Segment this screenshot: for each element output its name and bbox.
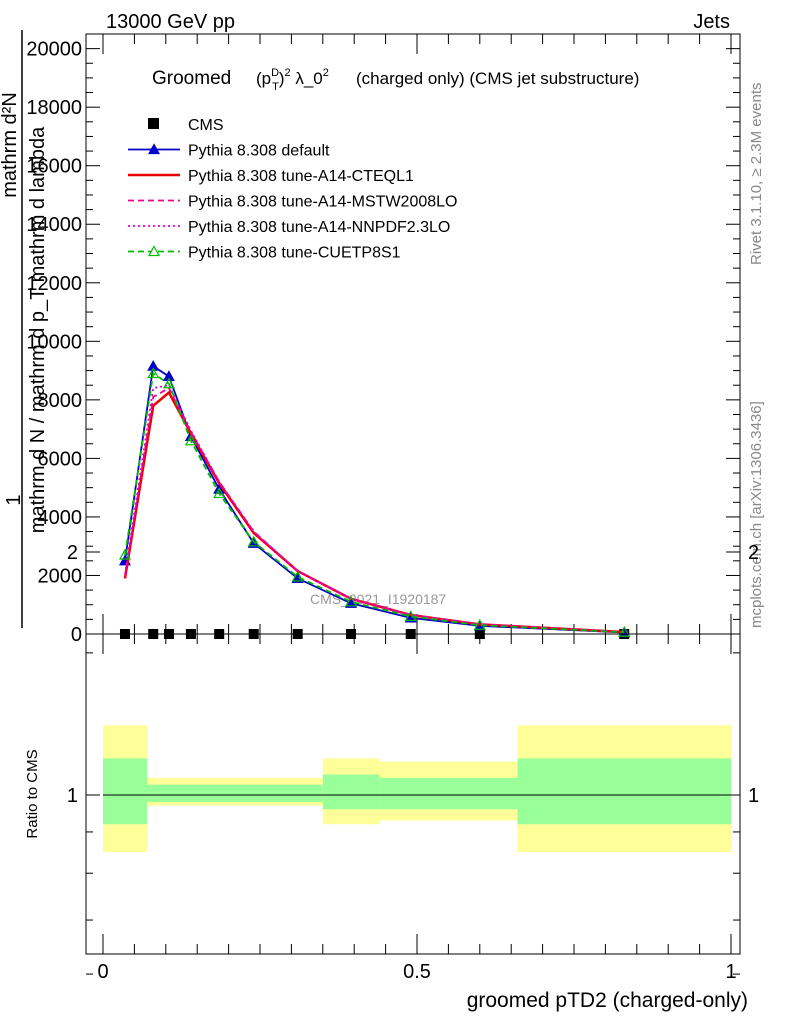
legend-marker (147, 245, 161, 257)
series-marker (162, 377, 175, 389)
ylabel-top: mathrm d²N (0, 92, 21, 198)
series-3 (124, 386, 625, 633)
ratio-x-ticks: 0 0.5 1 (97, 634, 737, 983)
ratio-y-tick-label: 1 (67, 785, 78, 807)
ratio-y-tick-label: 2 (67, 542, 78, 564)
ratio-y-ticks: 0.50.51122 (67, 542, 759, 975)
main-y-ticks: 0 2000 4000 6000 8000 10000 12000 14000 16000 180… (26, 39, 740, 646)
ratio-y-tick-label-right: 1 (748, 785, 759, 807)
legend-marker (148, 118, 159, 129)
legend-label: Pythia 8.308 tune-CUETP8S1 (188, 245, 401, 262)
series-marker (118, 548, 131, 560)
title-math: (pD T)2 λ_02 (256, 67, 329, 93)
ylabel-denominator: mathrm d N / mathrm d p_T mathrm d lambd… (27, 126, 49, 533)
series-marker (162, 370, 175, 382)
main-y-tick-label: 4000 (38, 507, 83, 529)
legend-item: Pythia 8.308 tune-A14-MSTW2008LO (128, 194, 457, 211)
header-right: Jets (693, 11, 730, 33)
ratio-inner-band (322, 774, 380, 810)
series-marker (147, 359, 160, 371)
main-panel-frame (85, 33, 741, 635)
title-suffix: (charged only) (CMS jet substructure) (356, 69, 639, 88)
rivet-label: Rivet 3.1.10, ≥ 2.3M events (748, 83, 765, 266)
main-y-tick-label: 16000 (26, 156, 82, 178)
legend-label: Pythia 8.308 tune-A14-MSTW2008LO (188, 194, 457, 211)
legend-item: Pythia 8.308 tune-CUETP8S1 (128, 245, 401, 262)
series-marker (345, 595, 358, 607)
legend: CMS Pythia 8.308 default Pythia 8.308 tune… (128, 117, 457, 262)
main-y-tick-label: 20000 (26, 39, 82, 61)
ylabel-numerator: 1 (3, 494, 25, 505)
ratio-y-tick-label-right: 2 (748, 542, 759, 564)
main-y-tick-label: 0 (71, 624, 82, 646)
x-tick-label: 0.5 (403, 961, 431, 983)
plot-title: Groomed (pD T)2 λ_02 (charged only) (CMS … (152, 67, 639, 93)
ratio-ylabel: Ratio to CMS (24, 749, 41, 838)
series-marker (473, 618, 486, 630)
series-5 (118, 367, 631, 637)
series-marker (291, 570, 304, 582)
legend-label: Pythia 8.308 tune-A14-NNPDF2.3LO (188, 219, 450, 236)
ratio-inner-band (146, 784, 323, 803)
series-marker (147, 367, 160, 379)
main-y-tick-label: 2000 (38, 565, 83, 587)
legend-label: Pythia 8.308 tune-A14-CTEQL1 (188, 168, 414, 185)
main-y-tick-label: 8000 (38, 390, 83, 412)
main-y-tick-label: 10000 (26, 331, 82, 353)
legend-item: Pythia 8.308 default (128, 143, 330, 160)
main-y-tick-label: 12000 (26, 273, 82, 295)
series-line (124, 386, 625, 633)
main-y-tick-label: 6000 (38, 448, 83, 470)
legend-item: Pythia 8.308 tune-A14-NNPDF2.3LO (128, 219, 450, 236)
title-prefix: Groomed (152, 68, 231, 89)
mcplots-label: mcplots.cern.ch [arXiv:1306.3436] (748, 401, 765, 628)
legend-item: Pythia 8.308 tune-A14-CTEQL1 (128, 168, 414, 185)
series-marker (213, 487, 226, 499)
x-tick-label: 1 (725, 961, 736, 983)
series-marker (184, 434, 197, 446)
x-axis-label: groomed pTD2 (charged-only) (467, 989, 748, 1012)
series-marker (404, 610, 417, 622)
series-marker (247, 535, 260, 547)
x-tick-label: 0 (97, 961, 108, 983)
series-line (124, 371, 625, 634)
ratio-inner-band (379, 777, 518, 810)
series-marker (618, 626, 631, 637)
header-left: 13000 GeV pp (106, 11, 235, 33)
ratio-bands (103, 725, 731, 852)
legend-label: Pythia 8.308 default (188, 143, 330, 160)
y-axis-label: 1 mathrm d N / mathrm d p_T mathrm d lam… (0, 30, 49, 628)
ratio-panel-frame (85, 633, 741, 955)
ratio-inner-band (103, 758, 147, 825)
legend-marker (147, 143, 161, 155)
ratio-inner-band (517, 758, 731, 825)
legend-label: CMS (188, 117, 224, 134)
legend-item: CMS (148, 117, 224, 134)
main-y-tick-label: 14000 (26, 214, 82, 236)
main-y-tick-label: 18000 (26, 97, 82, 119)
